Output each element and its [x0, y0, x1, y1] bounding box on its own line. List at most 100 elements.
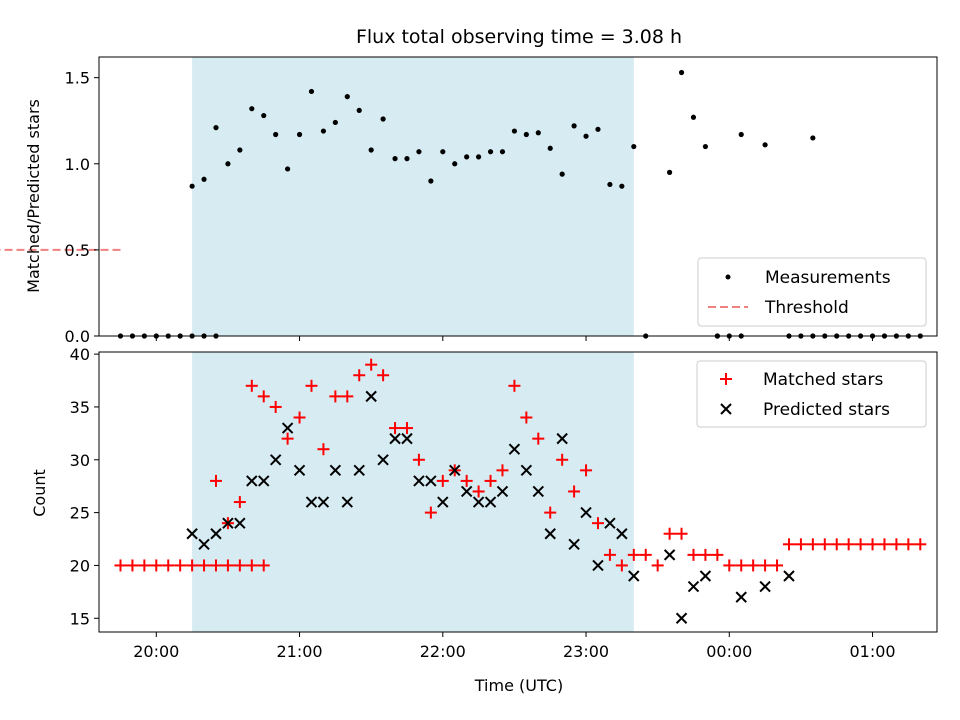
- bottom-y-tick-label: 30: [70, 451, 90, 470]
- matched-star-point: [317, 443, 330, 456]
- predicted-marker-b: [496, 485, 509, 498]
- matched-star-point: [162, 559, 175, 572]
- matched-star-point: [281, 432, 294, 445]
- predicted-marker-b: [580, 506, 592, 519]
- predicted-marker-b: [341, 496, 354, 508]
- matched-star-point: [556, 453, 569, 466]
- measurement-point: [583, 133, 589, 139]
- matched-star-point: [114, 559, 127, 572]
- predicted-star-point: [568, 538, 580, 551]
- predicted-marker-b: [198, 538, 210, 551]
- bottom-legend: Matched stars Predicted stars: [696, 360, 927, 428]
- predicted-star-point: [401, 432, 413, 445]
- chart-title: Flux total observing time = 3.08 h: [356, 26, 682, 48]
- measurement-points: [117, 69, 923, 339]
- x-tick-label: 00:00: [706, 642, 752, 661]
- measurement-point: [189, 183, 195, 189]
- measurement-point: [416, 149, 422, 155]
- legend-predicted-marker: [720, 403, 732, 415]
- bottom-panel: 15 20 25 30 35 40 20:00 21:00 22:00 23:00 00:00 01…: [30, 345, 938, 695]
- predicted-star-point: [234, 517, 246, 529]
- measurement-point: [810, 135, 816, 141]
- matched-star-point: [365, 358, 378, 371]
- matched-star-point: [293, 411, 306, 424]
- measurement-point: [285, 166, 291, 172]
- predicted-marker-b: [783, 570, 795, 582]
- matched-star-point: [174, 559, 187, 572]
- matched-star-point: [615, 559, 628, 572]
- top-axes-frame: [98, 56, 938, 337]
- bottom-y-tick-label: 20: [70, 556, 90, 575]
- matched-star-point: [818, 538, 831, 551]
- measurement-point: [523, 131, 529, 138]
- measurement-point: [392, 156, 398, 162]
- matched-star-point: [424, 506, 437, 519]
- top-x-ticks: [155, 336, 874, 341]
- matched-star-point: [257, 559, 270, 572]
- predicted-marker-b: [675, 612, 688, 624]
- measurement-point: [607, 181, 613, 188]
- predicted-star-point: [687, 580, 700, 593]
- predicted-marker-b: [222, 517, 234, 529]
- matched-star-point: [412, 453, 425, 466]
- predicted-marker-b: [269, 454, 282, 466]
- measurement-point: [320, 128, 327, 134]
- predicted-marker-b: [258, 475, 270, 487]
- predicted-star-point: [413, 475, 425, 487]
- top-y-axis-label: Matched/Predicted stars: [24, 99, 43, 293]
- measurement-point: [559, 171, 565, 177]
- x-tick-label: 20:00: [133, 642, 179, 661]
- matched-star-point: [854, 538, 867, 551]
- predicted-star-point: [484, 496, 497, 508]
- predicted-star-point: [508, 443, 521, 455]
- top-y-tick-label: 1.0: [65, 155, 90, 174]
- matched-star-point: [126, 559, 139, 572]
- matched-star-point: [914, 538, 927, 551]
- predicted-star-point: [222, 517, 234, 529]
- measurement-point: [535, 130, 541, 136]
- measurement-point: [452, 161, 458, 167]
- matched-star-point: [436, 474, 449, 487]
- matched-star-point: [890, 538, 903, 551]
- predicted-star-point: [258, 475, 270, 487]
- matched-star-point: [782, 538, 795, 551]
- predicted-star-point: [496, 485, 509, 498]
- measurement-point: [201, 176, 207, 182]
- matched-star-point: [651, 559, 664, 572]
- matched-star-point: [711, 548, 724, 561]
- predicted-star-point: [783, 570, 795, 582]
- predicted-star-point: [735, 591, 747, 603]
- predicted-marker-b: [329, 464, 342, 477]
- predicted-star-point: [675, 612, 688, 624]
- predicted-star-point: [293, 464, 306, 477]
- matched-star-point: [209, 474, 222, 487]
- predicted-star-point: [329, 464, 342, 477]
- predicted-marker-b: [305, 496, 318, 508]
- matched-star-point: [245, 559, 258, 572]
- predicted-stars-points: [186, 390, 795, 624]
- measurement-point: [237, 147, 243, 153]
- matched-star-point: [305, 379, 318, 392]
- predicted-marker-b: [604, 517, 616, 529]
- predicted-star-point: [377, 454, 389, 466]
- x-tick-label: 01:00: [849, 642, 895, 661]
- predicted-star-point: [437, 496, 449, 508]
- matched-star-point: [245, 379, 258, 392]
- matched-star-point: [568, 485, 581, 498]
- legend-measurements-label: Measurements: [765, 268, 891, 288]
- predicted-star-point: [317, 496, 330, 508]
- top-y-tick-label: 0.0: [65, 327, 90, 346]
- x-axis-label: Time (UTC): [474, 676, 563, 695]
- legend-threshold-label: Threshold: [764, 298, 849, 318]
- matched-star-point: [269, 400, 282, 413]
- matched-star-point: [186, 559, 199, 572]
- x-tick-label: 22:00: [420, 642, 466, 661]
- matched-star-point: [472, 485, 485, 498]
- predicted-marker-b: [532, 485, 545, 498]
- bottom-y-tick-label: 25: [70, 504, 90, 523]
- measurement-point: [308, 88, 315, 95]
- matched-star-point: [759, 559, 772, 572]
- x-tick-label: 23:00: [563, 642, 609, 661]
- matched-star-point: [627, 548, 640, 561]
